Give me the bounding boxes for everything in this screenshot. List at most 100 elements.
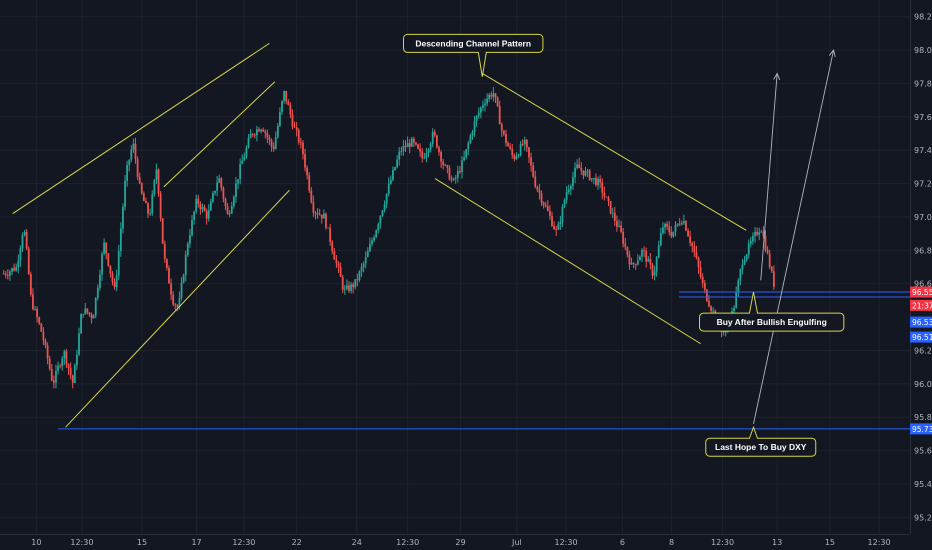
candle-body — [735, 292, 738, 309]
candle-body — [314, 212, 317, 214]
candle-body — [456, 171, 459, 178]
x-tick-label: 29 — [455, 538, 465, 547]
candle-body — [469, 135, 472, 144]
candle-body — [561, 206, 564, 222]
projection-arrow-line[interactable] — [753, 49, 835, 424]
candle-body — [705, 289, 708, 301]
candle-body — [664, 223, 666, 228]
candle-body — [25, 231, 28, 249]
candle-body — [163, 243, 166, 260]
candle-body — [701, 277, 704, 284]
projection-arrows[interactable] — [753, 49, 836, 424]
annotation-callout[interactable]: Descending Channel Pattern — [403, 33, 544, 77]
candle-body — [23, 231, 26, 236]
candle-body — [486, 98, 489, 104]
candle-body — [295, 127, 298, 131]
candle-body — [651, 264, 654, 276]
annotation-callout[interactable]: Last Hope To Buy DXY — [705, 425, 817, 457]
y-tick-label: 95.80 — [914, 413, 932, 422]
candle-body — [272, 146, 275, 149]
channel-trendline[interactable] — [434, 178, 701, 345]
candle-body — [565, 192, 568, 200]
horizontal-lines[interactable] — [58, 291, 910, 430]
price-axis[interactable]: 98.20 98.00 97.80 97.60 97.40 97.20 97.00 96.80… — [914, 13, 932, 523]
y-tick-label: 96.00 — [914, 380, 932, 389]
candle-body — [597, 178, 599, 186]
candle-body — [421, 151, 424, 159]
candle-body — [521, 143, 524, 145]
candle-body — [584, 171, 587, 176]
callout-box — [403, 33, 544, 53]
candle-body — [50, 368, 53, 381]
x-tick-label: 12:30 — [554, 538, 577, 547]
candle-body — [255, 129, 258, 136]
callout-label: Buy After Bullish Engulfing — [717, 317, 827, 327]
candle-body — [567, 189, 570, 193]
candle-body — [310, 190, 313, 203]
candle-body — [425, 153, 428, 158]
candle-body — [546, 206, 549, 211]
candle-body — [438, 147, 440, 152]
candle-body — [71, 375, 74, 383]
channel-trendline[interactable] — [12, 42, 270, 215]
candle-body — [19, 248, 22, 261]
candle-body — [383, 204, 386, 211]
candle-body — [666, 223, 669, 227]
candle-body — [699, 267, 702, 278]
channel-trendline[interactable] — [65, 189, 290, 428]
candle-body — [410, 138, 413, 147]
candle-body — [622, 231, 625, 244]
candle-body — [228, 213, 231, 215]
time-axis[interactable]: 10 12:30 15 17 12:30 22 24 12:30 29 Jul 12:30 6 8 12:… — [31, 538, 890, 547]
channel-trendline[interactable] — [163, 81, 276, 188]
candle-body — [636, 260, 639, 265]
annotation-callout[interactable]: Buy After Bullish Engulfing — [699, 291, 845, 332]
projection-arrow-line[interactable] — [760, 73, 778, 281]
candle-body — [189, 235, 191, 244]
y-tick-label: 97.20 — [914, 180, 932, 189]
candle-body — [134, 143, 137, 159]
candle-body — [605, 196, 608, 198]
candle-body — [513, 155, 516, 160]
candle-body — [197, 198, 200, 204]
candle-body — [595, 177, 597, 186]
channel-trendline[interactable] — [482, 72, 747, 231]
candle-body — [180, 282, 183, 298]
projection-arrow-head — [828, 49, 836, 57]
candle-body — [417, 144, 419, 149]
candle-body — [549, 210, 551, 216]
candle-body — [563, 199, 566, 207]
candle-body — [576, 164, 579, 168]
candle-body — [46, 345, 49, 359]
candle-body — [178, 297, 181, 308]
candle-body — [291, 114, 294, 127]
price-tag-label: 21:37 — [912, 301, 932, 310]
candle-body — [691, 242, 694, 247]
candle-body — [266, 133, 269, 138]
candle-body — [620, 225, 622, 232]
candle-body — [659, 232, 662, 246]
candle-body — [634, 264, 637, 265]
trendlines[interactable] — [12, 42, 747, 428]
candle-body — [113, 281, 116, 287]
candle-body — [222, 187, 225, 199]
candle-body — [540, 193, 543, 203]
y-tick-label: 97.60 — [914, 113, 932, 122]
candle-body — [147, 203, 149, 214]
candle-body — [352, 284, 355, 288]
candle-body — [482, 105, 484, 108]
candle-body — [366, 251, 369, 258]
candle-body — [770, 267, 773, 272]
candle-body — [607, 197, 610, 202]
candle-body — [766, 250, 769, 254]
candle-body — [339, 267, 342, 277]
candle-body — [96, 287, 99, 298]
candle-body — [138, 176, 141, 184]
candle-body — [657, 245, 660, 258]
candle-body — [649, 259, 652, 265]
candle-body — [258, 129, 260, 132]
candle-body — [632, 263, 635, 265]
candle-body — [360, 266, 363, 272]
annotations[interactable]: Descending Channel Pattern Buy After Bull… — [403, 33, 845, 457]
